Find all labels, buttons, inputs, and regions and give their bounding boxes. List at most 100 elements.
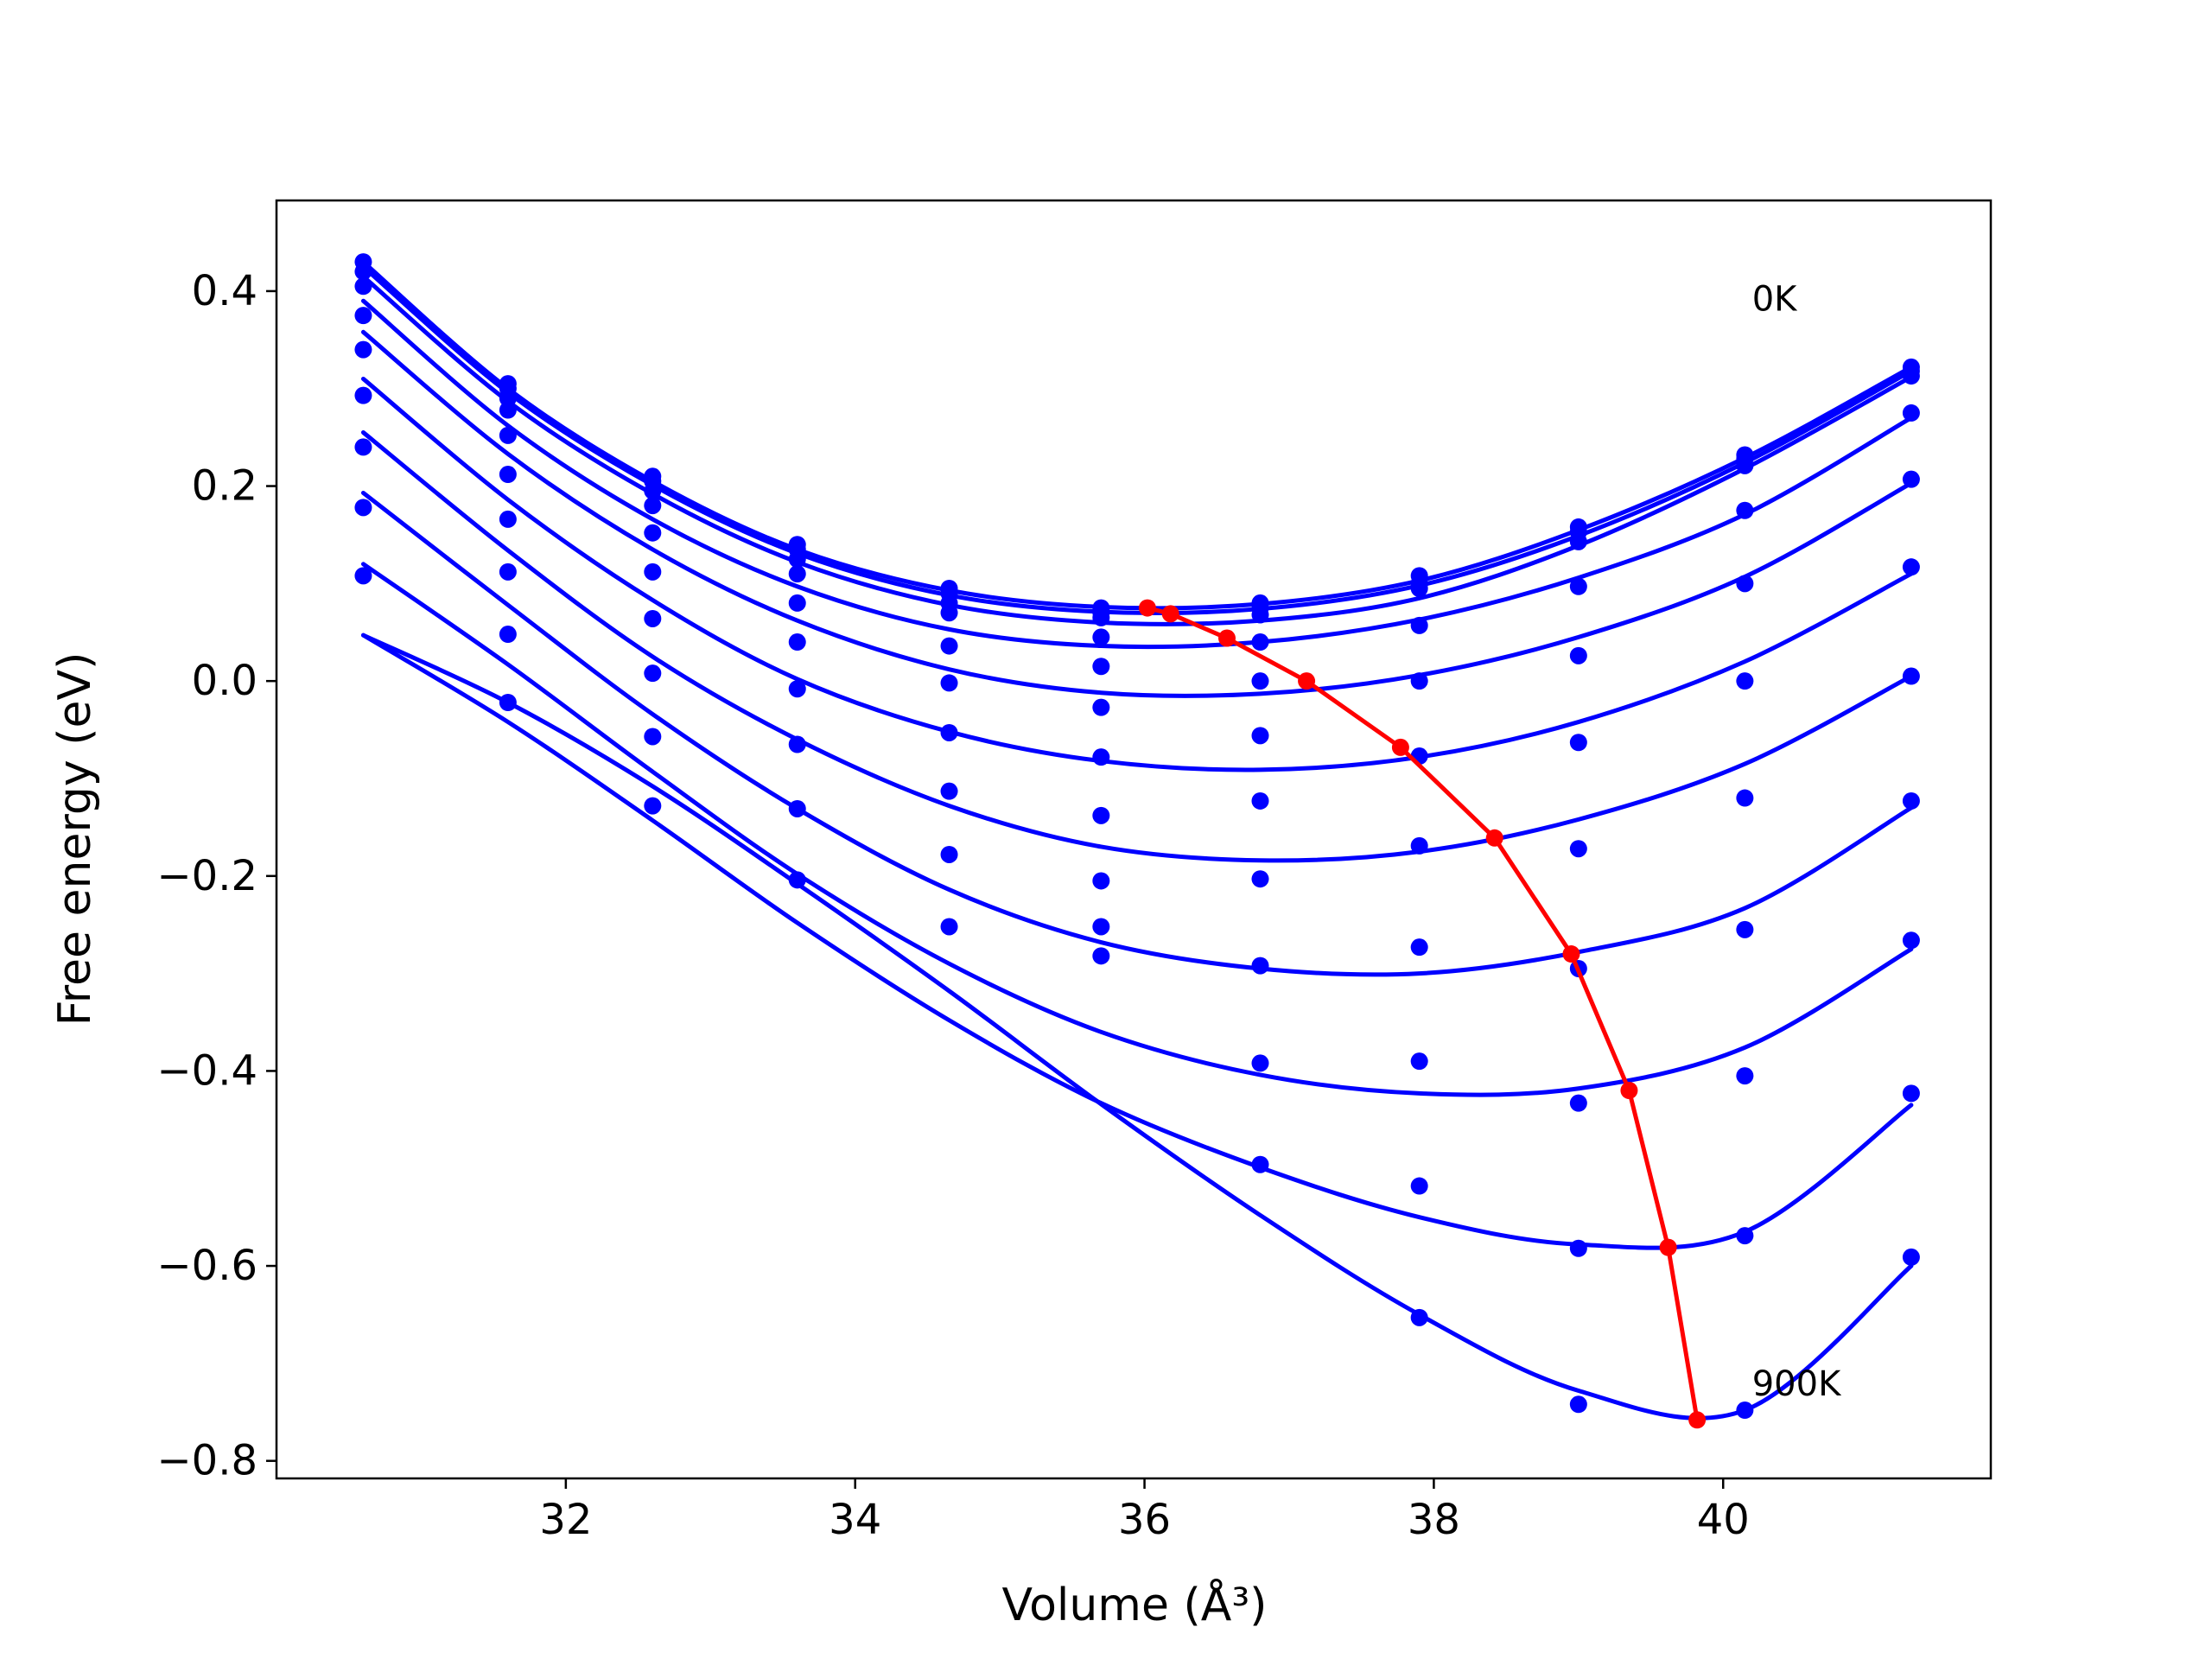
data-point-s2-p2	[644, 482, 662, 500]
minimum-point-0	[1138, 599, 1156, 617]
data-point-s3-p6	[1251, 633, 1269, 652]
data-point-s8-p0	[354, 567, 372, 585]
data-point-s6-p8	[1569, 840, 1587, 858]
data-point-s9-p2	[788, 871, 806, 889]
data-point-s9-p4	[1092, 947, 1110, 965]
data-point-s3-p5	[1092, 628, 1110, 646]
fit-curve-8	[360, 562, 1914, 1097]
minimum-point-5	[1485, 829, 1503, 847]
data-point-s4-p1	[499, 426, 517, 444]
data-point-s4-p7	[1410, 672, 1428, 690]
data-point-s7-p0	[354, 499, 372, 517]
data-point-s10-p0	[1092, 918, 1110, 936]
data-point-s4-p10	[1902, 470, 1920, 488]
data-point-s9-p7	[1569, 1239, 1587, 1257]
data-point-s4-p9	[1736, 575, 1754, 593]
data-point-s7-p3	[788, 735, 806, 753]
data-point-s10-p4	[1736, 1402, 1754, 1420]
data-point-s7-p10	[1902, 791, 1920, 810]
annotation-0: 0K	[1752, 279, 1798, 319]
y-tick-label-1: 0.2	[192, 462, 257, 511]
y-tick-label-6: −0.8	[156, 1437, 257, 1485]
fit-curves	[360, 259, 1914, 1421]
data-point-s8-p9	[1736, 1067, 1754, 1085]
data-point-s8-p3	[788, 799, 806, 817]
data-point-s6-p10	[1902, 667, 1920, 685]
x-tick-label-4: 40	[1697, 1496, 1750, 1544]
data-point-s2-p10	[1902, 367, 1920, 385]
annotation-1: 900K	[1752, 1364, 1842, 1404]
data-point-s6-p3	[788, 680, 806, 698]
minimum-path	[1138, 599, 1707, 1429]
data-point-s7-p7	[1410, 938, 1428, 957]
y-tick-label-5: −0.6	[156, 1242, 257, 1290]
y-tick-label-3: −0.2	[156, 852, 257, 900]
data-point-s6-p4	[940, 723, 958, 741]
x-tick-label-1: 34	[829, 1496, 881, 1544]
data-point-s5-p8	[1569, 734, 1587, 752]
minimum-point-9	[1688, 1411, 1707, 1429]
data-point-s9-p6	[1410, 1177, 1428, 1195]
data-point-s9-p8	[1736, 1227, 1754, 1245]
x-tick-label-3: 38	[1408, 1496, 1460, 1544]
data-point-s3-p0	[354, 307, 372, 325]
data-point-s8-p1	[499, 626, 517, 644]
data-point-s8-p8	[1569, 1094, 1587, 1112]
data-point-s5-p6	[1251, 727, 1269, 745]
minimum-point-1	[1161, 605, 1179, 623]
data-point-s2-p5	[1092, 608, 1110, 626]
data-point-s9-p1	[644, 797, 662, 815]
data-point-s6-p7	[1410, 836, 1428, 855]
data-point-s8-p7	[1410, 1052, 1428, 1071]
data-point-s10-p1	[1251, 1155, 1269, 1173]
data-point-s4-p6	[1251, 672, 1269, 690]
data-point-s6-p6	[1251, 791, 1269, 810]
x-axis-title: Volume (Å³)	[1002, 1578, 1268, 1631]
minimum-point-8	[1659, 1238, 1677, 1256]
data-point-s8-p10	[1902, 931, 1920, 950]
data-point-s2-p8	[1569, 532, 1587, 550]
data-markers	[354, 253, 1920, 1420]
data-point-s2-p9	[1736, 456, 1754, 474]
data-point-s5-p0	[354, 386, 372, 404]
y-axis: 0.4 0.2 0.0 −0.2 −0.4 −0.6 −0.8	[156, 267, 276, 1485]
data-point-s10-p2	[1410, 1308, 1428, 1326]
y-tick-label-2: 0.0	[192, 657, 257, 705]
fit-curve-10	[360, 632, 1914, 1421]
data-point-s7-p2	[644, 664, 662, 683]
data-point-s2-p0	[354, 277, 372, 296]
minimum-path-line	[1147, 606, 1700, 1421]
plot-area	[275, 199, 1993, 1480]
data-point-s7-p5	[1092, 806, 1110, 824]
data-point-s9-p0	[499, 693, 517, 711]
data-point-s10-p3	[1569, 1395, 1587, 1414]
minimum-point-6	[1562, 945, 1580, 963]
data-point-s6-p5	[1092, 748, 1110, 766]
data-point-s4-p4	[940, 637, 958, 655]
fit-curve-7	[360, 490, 1914, 977]
data-point-s5-p1	[499, 466, 517, 484]
data-point-s3-p3	[788, 565, 806, 583]
data-point-s7-p1	[499, 563, 517, 581]
data-point-s8-p6	[1251, 957, 1269, 975]
x-tick-label-0: 32	[539, 1496, 592, 1544]
data-point-s3-p8	[1569, 577, 1587, 595]
data-point-s4-p0	[354, 340, 372, 359]
data-point-s3-p1	[499, 401, 517, 419]
data-point-s2-p7	[1410, 580, 1428, 598]
data-point-s4-p5	[1092, 658, 1110, 676]
data-point-s7-p9	[1736, 920, 1754, 938]
data-point-s5-p3	[788, 633, 806, 652]
y-tick-label-0: 0.4	[192, 267, 257, 315]
fit-curve-3	[360, 298, 1914, 650]
data-point-s6-p0	[354, 438, 372, 456]
minimum-point-4	[1391, 738, 1409, 756]
data-point-s8-p4	[940, 845, 958, 863]
data-point-s5-p4	[940, 674, 958, 692]
y-tick-label-4: −0.4	[156, 1046, 257, 1095]
y-axis-title: Free energy (eV)	[49, 652, 101, 1027]
minimum-point-2	[1217, 629, 1236, 647]
data-point-s2-p3	[788, 550, 806, 569]
